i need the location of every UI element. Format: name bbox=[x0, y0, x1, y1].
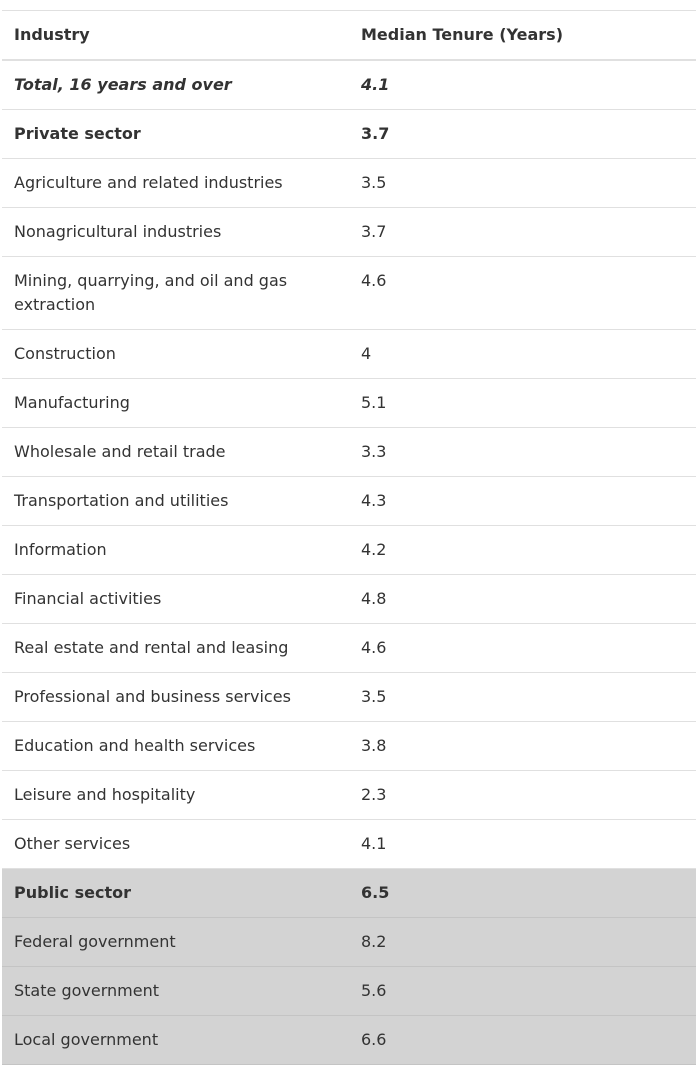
table-row: State government 5.6 bbox=[2, 966, 696, 1016]
table-row: Nonagricultural industries 3.7 bbox=[2, 207, 696, 257]
industry-cell: Total, 16 years and over bbox=[2, 60, 349, 110]
table-row: Federal government 8.2 bbox=[2, 917, 696, 967]
tenure-cell: 4.2 bbox=[349, 525, 696, 575]
table-row: Education and health services 3.8 bbox=[2, 721, 696, 771]
industry-cell: Construction bbox=[2, 329, 349, 379]
industry-cell: Agriculture and related industries bbox=[2, 158, 349, 208]
tenure-cell: 4 bbox=[349, 329, 696, 379]
industry-cell: Manufacturing bbox=[2, 378, 349, 428]
industry-cell: Local government bbox=[2, 1015, 349, 1065]
industry-cell: Nonagricultural industries bbox=[2, 207, 349, 257]
tenure-cell: 3.8 bbox=[349, 721, 696, 771]
tenure-cell: 3.7 bbox=[349, 207, 696, 257]
header-cell: Industry bbox=[2, 10, 349, 61]
table-row: Total, 16 years and over 4.1 bbox=[2, 60, 696, 110]
tenure-cell: 4.1 bbox=[349, 819, 696, 869]
industry-cell: Other services bbox=[2, 819, 349, 869]
tenure-table: Industry Median Tenure (Years) Total, 16… bbox=[2, 10, 696, 1065]
tenure-cell: 4.6 bbox=[349, 623, 696, 673]
table-row: Wholesale and retail trade 3.3 bbox=[2, 427, 696, 477]
industry-cell: Mining, quarrying, and oil and gas extra… bbox=[2, 256, 349, 330]
table-body: Total, 16 years and over 4.1 Private secto… bbox=[2, 60, 696, 1065]
table-header: Industry Median Tenure (Years) bbox=[2, 10, 696, 61]
tenure-cell: 3.5 bbox=[349, 158, 696, 208]
industry-cell: Financial activities bbox=[2, 574, 349, 624]
industry-cell: Information bbox=[2, 525, 349, 575]
tenure-cell: 4.6 bbox=[349, 256, 696, 330]
tenure-cell: 5.1 bbox=[349, 378, 696, 428]
table-row: Professional and business services 3.5 bbox=[2, 672, 696, 722]
industry-cell: Real estate and rental and leasing bbox=[2, 623, 349, 673]
industry-cell: Federal government bbox=[2, 917, 349, 967]
table-row: Public sector 6.5 bbox=[2, 868, 696, 918]
header-cell: Median Tenure (Years) bbox=[349, 10, 696, 61]
table-row: Real estate and rental and leasing 4.6 bbox=[2, 623, 696, 673]
header-row: Industry Median Tenure (Years) bbox=[2, 10, 696, 61]
table-row: Financial activities 4.8 bbox=[2, 574, 696, 624]
industry-cell: Public sector bbox=[2, 868, 349, 918]
industry-cell: Education and health services bbox=[2, 721, 349, 771]
tenure-cell: 4.8 bbox=[349, 574, 696, 624]
table-row: Leisure and hospitality 2.3 bbox=[2, 770, 696, 820]
industry-cell: Leisure and hospitality bbox=[2, 770, 349, 820]
tenure-cell: 3.5 bbox=[349, 672, 696, 722]
table-row: Manufacturing 5.1 bbox=[2, 378, 696, 428]
table-row: Other services 4.1 bbox=[2, 819, 696, 869]
tenure-cell: 4.3 bbox=[349, 476, 696, 526]
table-row: Local government 6.6 bbox=[2, 1015, 696, 1065]
industry-cell: State government bbox=[2, 966, 349, 1016]
table-row: Transportation and utilities 4.3 bbox=[2, 476, 696, 526]
tenure-cell: 6.5 bbox=[349, 868, 696, 918]
tenure-cell: 3.3 bbox=[349, 427, 696, 477]
tenure-cell: 2.3 bbox=[349, 770, 696, 820]
industry-cell: Professional and business services bbox=[2, 672, 349, 722]
tenure-cell: 3.7 bbox=[349, 109, 696, 159]
tenure-cell: 4.1 bbox=[349, 60, 696, 110]
table-row: Construction 4 bbox=[2, 329, 696, 379]
tenure-cell: 5.6 bbox=[349, 966, 696, 1016]
industry-cell: Wholesale and retail trade bbox=[2, 427, 349, 477]
table-row: Mining, quarrying, and oil and gas extra… bbox=[2, 256, 696, 330]
tenure-cell: 6.6 bbox=[349, 1015, 696, 1065]
industry-cell: Transportation and utilities bbox=[2, 476, 349, 526]
table-row: Private sector 3.7 bbox=[2, 109, 696, 159]
table-row: Information 4.2 bbox=[2, 525, 696, 575]
tenure-cell: 8.2 bbox=[349, 917, 696, 967]
industry-cell: Private sector bbox=[2, 109, 349, 159]
table-row: Agriculture and related industries 3.5 bbox=[2, 158, 696, 208]
